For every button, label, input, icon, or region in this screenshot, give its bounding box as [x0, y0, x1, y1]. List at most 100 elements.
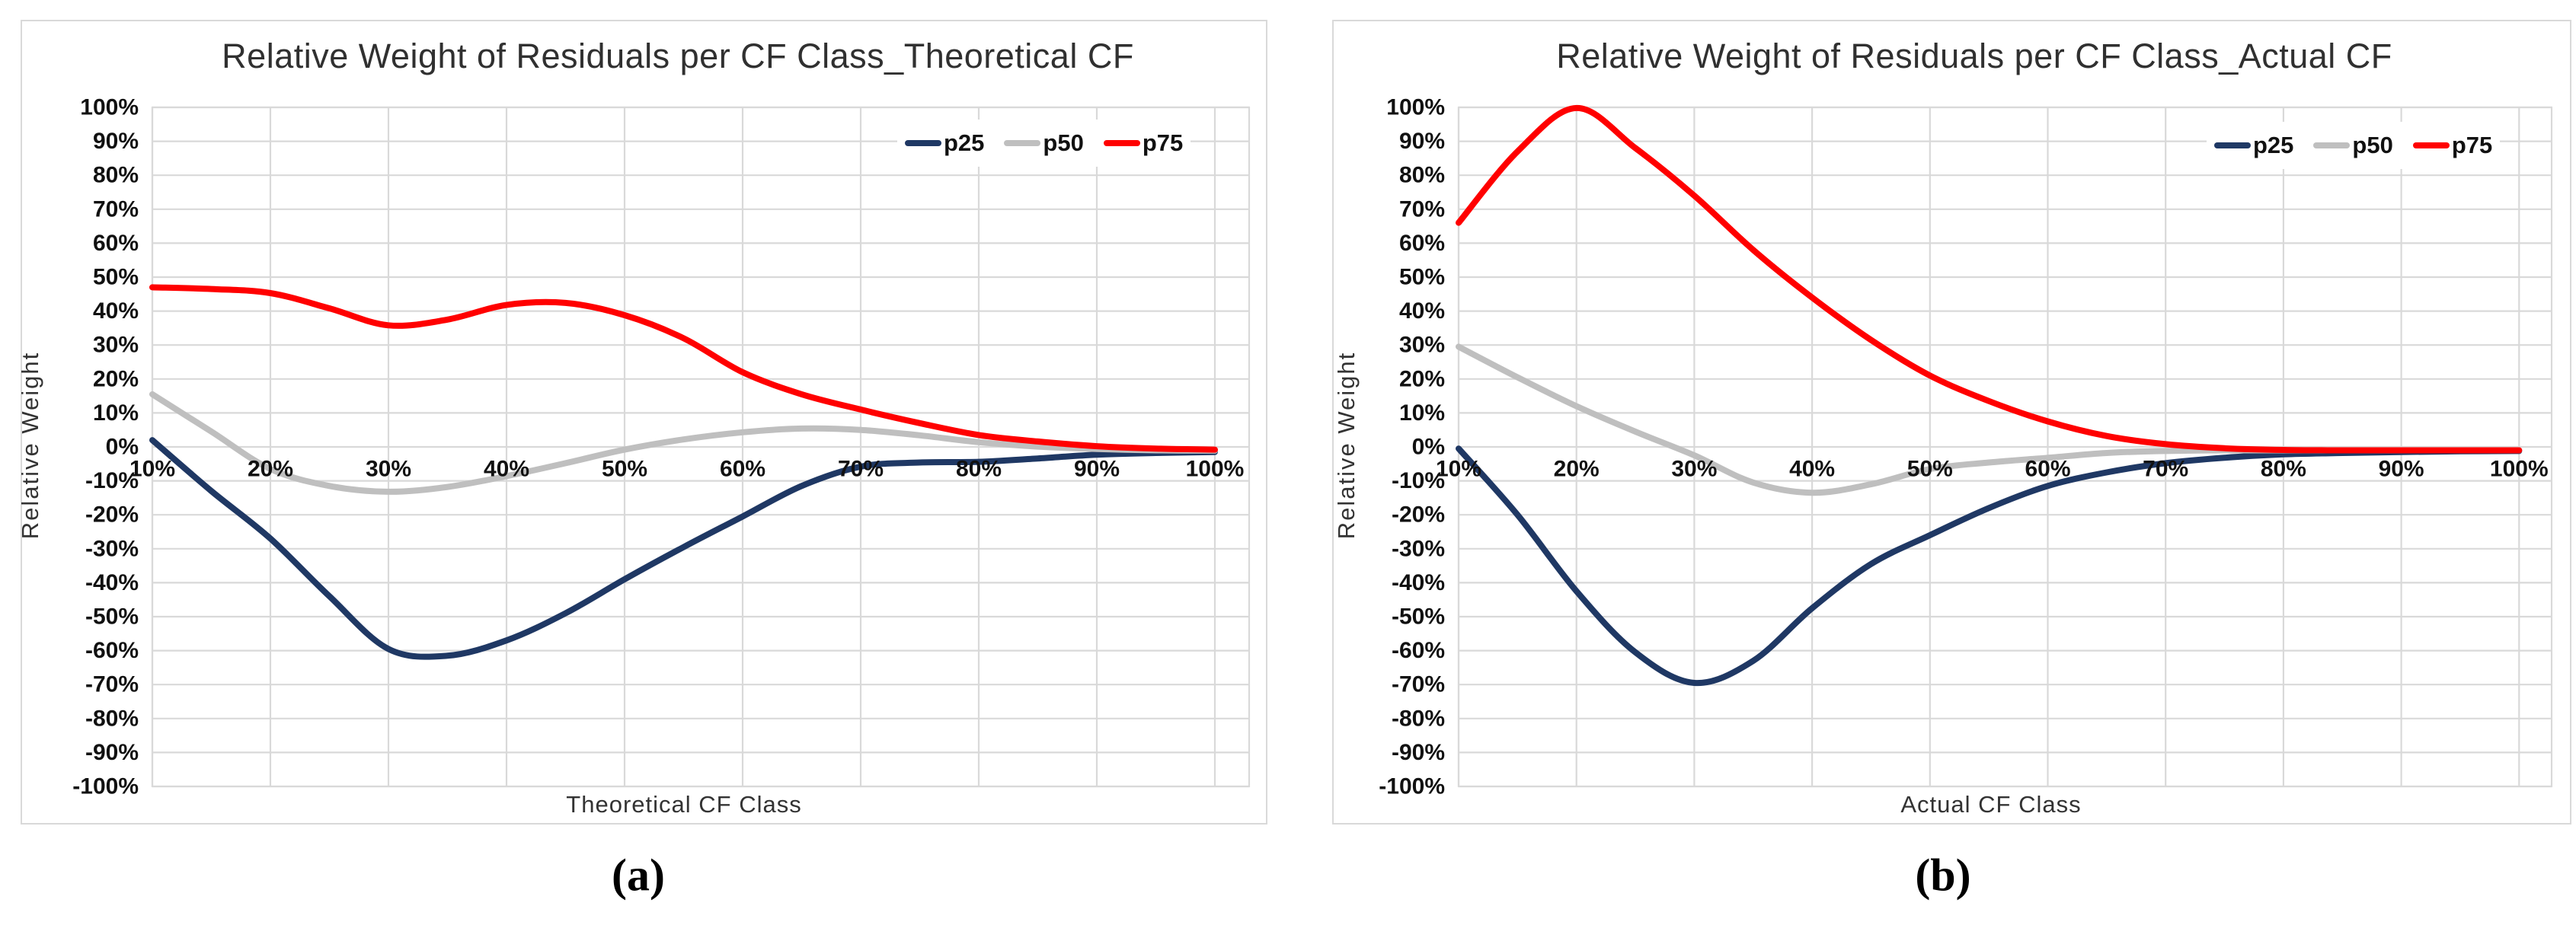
chart-b-title: Relative Weight of Residuals per CF Clas… — [1556, 37, 2392, 75]
x-tick-label: 60% — [720, 457, 765, 482]
x-tick-label: 80% — [956, 457, 1002, 482]
chart-b-y-axis-title: Relative Weight — [1333, 351, 1360, 540]
x-tick-label: 20% — [248, 457, 293, 482]
y-tick-label: 60% — [93, 231, 139, 256]
chart-b-grid — [1457, 106, 2553, 788]
y-tick-label: 80% — [93, 163, 139, 188]
chart-b-caption: (b) — [1915, 850, 1971, 901]
legend-item-p50: p50 — [1004, 129, 1084, 157]
y-tick-label: 0% — [1412, 435, 1445, 460]
y-tick-label: -60% — [1392, 638, 1445, 663]
legend-label: p75 — [1142, 129, 1184, 156]
x-tick-label: 50% — [602, 457, 647, 482]
plot-frame — [151, 106, 1251, 788]
x-tick-label: 30% — [1671, 457, 1717, 482]
chart-a-legend: p25 p50 p75 — [897, 120, 1191, 167]
y-tick-label: -20% — [85, 502, 139, 528]
x-tick-label: 100% — [2490, 457, 2549, 482]
legend-swatch-p25-line-icon — [2214, 142, 2251, 148]
chart-b-legend: p25 p50 p75 — [2207, 122, 2501, 169]
legend-label: p75 — [2451, 132, 2493, 158]
x-tick-label: 100% — [1186, 457, 1245, 482]
legend-swatch-p25-line-icon — [905, 140, 941, 146]
y-tick-label: -50% — [85, 604, 139, 630]
legend-label: p25 — [944, 129, 985, 156]
legend-swatch-p50-line-icon — [2313, 142, 2351, 148]
y-tick-label: -40% — [85, 570, 139, 595]
y-tick-label: 10% — [1399, 400, 1445, 426]
x-tick-label: 40% — [484, 457, 529, 482]
series-p25-line — [1456, 445, 2523, 687]
chart-a-x-axis-title: Theoretical CF Class — [566, 791, 802, 818]
legend-label: p25 — [2253, 132, 2294, 158]
x-tick-label: 10% — [1436, 457, 1481, 482]
y-tick-label: -20% — [1392, 502, 1445, 528]
y-tick-label: 40% — [1399, 298, 1445, 324]
x-tick-label: 90% — [2379, 457, 2424, 482]
series-p25-line — [149, 437, 1218, 660]
y-tick-label: -60% — [85, 638, 139, 663]
y-tick-label: -90% — [85, 740, 139, 765]
x-tick-label: 60% — [2025, 457, 2070, 482]
y-tick-label: -30% — [1392, 536, 1445, 561]
legend-swatch-p75-line-icon — [1103, 140, 1140, 146]
y-tick-label: -50% — [1392, 604, 1445, 630]
series-p50-line — [1456, 343, 2523, 496]
legend-swatch-p75-line-icon — [2412, 142, 2450, 148]
y-tick-label: 70% — [93, 196, 139, 222]
y-tick-label: 70% — [1399, 196, 1445, 222]
y-tick-label: -90% — [1392, 740, 1445, 765]
x-tick-label: 70% — [2143, 457, 2188, 482]
y-tick-label: 80% — [1399, 163, 1445, 188]
y-tick-label: -10% — [1392, 468, 1445, 493]
x-tick-label: 20% — [1554, 457, 1600, 482]
legend-label: p50 — [2352, 132, 2393, 158]
series-p50-line — [149, 391, 1218, 495]
series-p75-line — [149, 284, 1218, 453]
y-tick-label: 10% — [93, 400, 139, 426]
y-tick-label: 30% — [93, 333, 139, 358]
chart-a-title: Relative Weight of Residuals per CF Clas… — [222, 37, 1134, 75]
y-tick-label: 30% — [1399, 333, 1445, 358]
x-tick-label: 30% — [366, 457, 411, 482]
y-tick-label: -40% — [1392, 570, 1445, 595]
y-tick-label: -70% — [85, 672, 139, 697]
x-tick-label: 90% — [1074, 457, 1120, 482]
series-p75-line — [1456, 104, 2523, 454]
y-tick-label: -10% — [85, 468, 139, 493]
x-tick-label: 70% — [838, 457, 884, 482]
x-tick-label: 50% — [1907, 457, 1953, 482]
y-tick-label: -80% — [1392, 706, 1445, 731]
legend-item-p25: p25 — [905, 129, 984, 157]
y-tick-label: 50% — [1399, 265, 1445, 290]
x-tick-label: 40% — [1789, 457, 1835, 482]
chart-a-caption: (a) — [612, 850, 665, 901]
legend-item-p75: p75 — [1103, 129, 1184, 157]
legend-item-p75: p75 — [2412, 132, 2493, 159]
legend-label: p50 — [1043, 129, 1084, 156]
y-tick-label: 90% — [93, 129, 139, 154]
chart-a-grid — [151, 106, 1251, 788]
y-tick-label: 100% — [1386, 95, 1445, 120]
chart-b-x-axis-title: Actual CF Class — [1900, 791, 2082, 818]
y-tick-label: 100% — [80, 95, 139, 120]
x-tick-label: 10% — [129, 457, 175, 482]
legend-item-p25: p25 — [2214, 132, 2293, 159]
y-tick-label: 0% — [106, 435, 139, 460]
y-tick-label: -80% — [85, 706, 139, 731]
y-tick-label: -100% — [72, 774, 139, 799]
y-tick-label: 40% — [93, 298, 139, 324]
legend-item-p50: p50 — [2313, 132, 2393, 159]
y-tick-label: -30% — [85, 536, 139, 561]
x-tick-label: 80% — [2261, 457, 2306, 482]
y-tick-label: 20% — [1399, 366, 1445, 391]
y-tick-label: 20% — [93, 366, 139, 391]
legend-swatch-p50-line-icon — [1004, 140, 1041, 146]
y-tick-label: 60% — [1399, 231, 1445, 256]
y-tick-label: 90% — [1399, 129, 1445, 154]
y-tick-label: -100% — [1379, 774, 1445, 799]
y-tick-label: -70% — [1392, 672, 1445, 697]
chart-a-y-axis-title: Relative Weight — [17, 351, 43, 540]
